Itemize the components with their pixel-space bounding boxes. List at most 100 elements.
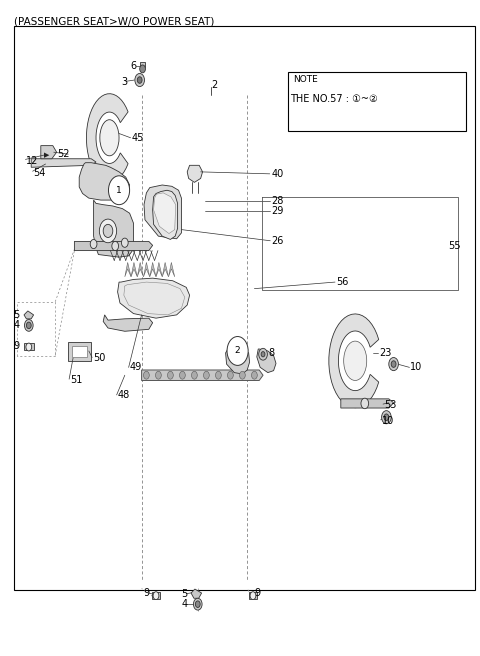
Polygon shape (260, 351, 266, 358)
Text: 5: 5 (13, 310, 20, 320)
Circle shape (204, 371, 209, 379)
Circle shape (252, 371, 257, 379)
Polygon shape (153, 190, 178, 239)
Polygon shape (162, 262, 168, 277)
Circle shape (192, 371, 197, 379)
Text: 9: 9 (13, 341, 20, 352)
Polygon shape (156, 262, 162, 277)
Circle shape (112, 241, 119, 251)
Polygon shape (142, 370, 263, 380)
Circle shape (389, 358, 398, 371)
Polygon shape (341, 399, 394, 408)
Text: 4: 4 (13, 320, 20, 331)
Circle shape (250, 592, 256, 600)
Circle shape (180, 371, 185, 379)
Polygon shape (191, 589, 202, 598)
Text: 9: 9 (144, 588, 150, 598)
Bar (14, 26, 475, 590)
Circle shape (137, 77, 142, 83)
Circle shape (228, 371, 233, 379)
Circle shape (384, 414, 389, 420)
Circle shape (168, 371, 173, 379)
Polygon shape (150, 262, 156, 277)
Text: 51: 51 (71, 375, 83, 386)
Text: 49: 49 (130, 362, 142, 373)
Polygon shape (257, 349, 276, 373)
Circle shape (26, 322, 31, 329)
Circle shape (227, 337, 248, 365)
Text: 50: 50 (94, 352, 106, 363)
Circle shape (99, 219, 117, 243)
Text: 3: 3 (121, 77, 127, 87)
Polygon shape (140, 62, 145, 67)
Text: 45: 45 (132, 133, 144, 143)
Circle shape (193, 598, 202, 610)
Text: 5: 5 (181, 589, 187, 600)
Circle shape (153, 592, 159, 600)
Polygon shape (68, 342, 91, 361)
Circle shape (361, 398, 369, 409)
Polygon shape (103, 315, 153, 331)
Circle shape (103, 224, 113, 237)
Text: 53: 53 (384, 400, 396, 411)
Text: 2: 2 (235, 346, 240, 356)
Polygon shape (24, 343, 34, 350)
Polygon shape (79, 163, 130, 200)
Polygon shape (154, 193, 176, 234)
Text: 1: 1 (116, 186, 122, 195)
Circle shape (259, 348, 267, 360)
Polygon shape (41, 146, 57, 159)
Text: 10: 10 (410, 362, 423, 373)
Text: 55: 55 (448, 241, 461, 251)
Text: 6: 6 (131, 60, 137, 71)
Ellipse shape (100, 119, 119, 156)
Circle shape (90, 239, 97, 249)
Polygon shape (131, 262, 137, 277)
Text: 56: 56 (336, 277, 348, 287)
Text: 4: 4 (181, 599, 187, 609)
Circle shape (26, 343, 32, 351)
Polygon shape (24, 311, 34, 319)
Polygon shape (118, 278, 190, 318)
Ellipse shape (344, 341, 367, 380)
Polygon shape (249, 592, 257, 599)
Circle shape (216, 371, 221, 379)
Text: (PASSENGER SEAT>W/O POWER SEAT): (PASSENGER SEAT>W/O POWER SEAT) (14, 16, 215, 26)
Polygon shape (72, 346, 87, 357)
Circle shape (261, 352, 265, 357)
Text: THE NO.57 : ①~②: THE NO.57 : ①~② (290, 94, 378, 104)
Polygon shape (31, 159, 96, 167)
Text: 9: 9 (254, 588, 261, 598)
Polygon shape (152, 592, 160, 599)
Bar (288, 72, 466, 131)
Polygon shape (125, 262, 131, 277)
Circle shape (24, 319, 33, 331)
Polygon shape (168, 262, 175, 277)
Circle shape (121, 238, 128, 247)
Polygon shape (144, 185, 181, 239)
Text: 54: 54 (34, 167, 46, 178)
Polygon shape (226, 345, 250, 374)
Circle shape (140, 65, 145, 73)
Polygon shape (94, 200, 133, 257)
Text: 12: 12 (26, 155, 39, 166)
Polygon shape (74, 241, 153, 251)
Text: 26: 26 (271, 236, 284, 246)
Circle shape (382, 411, 391, 424)
Text: 52: 52 (57, 149, 70, 159)
Text: 8: 8 (269, 348, 275, 358)
Polygon shape (187, 165, 203, 182)
Polygon shape (144, 262, 150, 277)
Text: 2: 2 (211, 80, 217, 91)
Text: 23: 23 (379, 348, 392, 358)
Text: ▶: ▶ (44, 152, 50, 158)
Circle shape (156, 371, 161, 379)
Text: NOTE: NOTE (293, 75, 318, 85)
Polygon shape (329, 314, 379, 407)
Circle shape (144, 371, 149, 379)
Text: 28: 28 (271, 196, 284, 207)
Circle shape (135, 73, 144, 87)
Circle shape (240, 371, 245, 379)
Text: 10: 10 (382, 416, 394, 426)
Text: 29: 29 (271, 206, 284, 216)
